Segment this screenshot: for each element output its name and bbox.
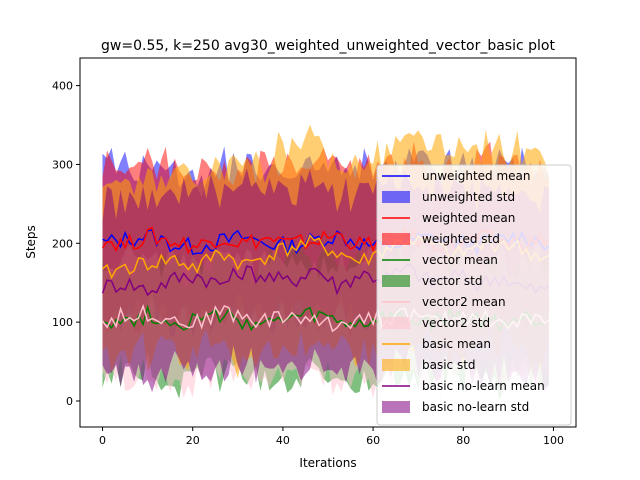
x-tick-label: 40 [276, 434, 290, 447]
legend-band-swatch [382, 359, 410, 371]
legend-entry-std: basic no-learn std [422, 400, 529, 414]
x-tick-label: 20 [186, 434, 200, 447]
legend: unweighted mean unweighted std weighted me… [376, 164, 572, 426]
legend-band-swatch [382, 191, 410, 203]
legend-entry-mean: basic no-learn mean [422, 379, 545, 393]
y-axis: 0 100 200 300 400 [52, 80, 80, 408]
x-tick-label: 60 [366, 434, 380, 447]
x-axis-label: Iterations [299, 456, 356, 470]
y-tick-label: 400 [52, 80, 73, 93]
legend-entry-std: basic std [422, 358, 476, 372]
legend-entry-std: vector std [422, 274, 482, 288]
chart-title: gw=0.55, k=250 avg30_weighted_unweighted… [101, 38, 555, 54]
legend-entry-mean: vector2 mean [422, 295, 506, 309]
legend-entry-mean: vector mean [422, 253, 498, 267]
x-tick-label: 0 [99, 434, 106, 447]
x-axis: 0 20 40 60 80 100 [99, 427, 564, 447]
legend-band-swatch [382, 317, 410, 329]
plot-area-frame [79, 57, 577, 428]
legend-entry-mean: basic mean [422, 337, 491, 351]
y-tick-label: 100 [52, 316, 73, 329]
y-axis-label: Steps [24, 225, 38, 259]
legend-box [376, 164, 572, 426]
legend-entry-std: vector2 std [422, 316, 490, 330]
y-tick-label: 200 [52, 237, 73, 250]
legend-band-swatch [382, 401, 410, 413]
x-tick-label: 100 [543, 434, 564, 447]
legend-band-swatch [382, 233, 410, 245]
legend-entry-mean: unweighted mean [422, 169, 531, 183]
legend-entry-mean: weighted mean [422, 211, 515, 225]
legend-entry-std: unweighted std [422, 190, 515, 204]
legend-band-swatch [382, 275, 410, 287]
x-tick-label: 80 [456, 434, 470, 447]
legend-entry-std: weighted std [422, 232, 500, 246]
y-tick-label: 300 [52, 158, 73, 171]
y-tick-label: 0 [66, 395, 73, 408]
